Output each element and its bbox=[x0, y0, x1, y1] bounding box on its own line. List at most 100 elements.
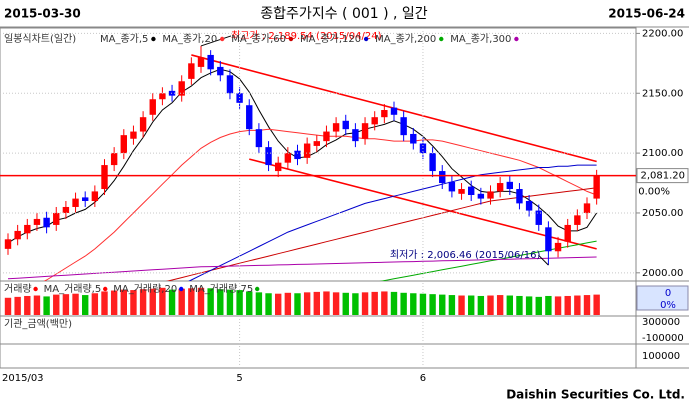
candle-body bbox=[33, 218, 41, 225]
trendline bbox=[249, 158, 597, 250]
candle-body bbox=[468, 186, 475, 196]
volume-bar bbox=[62, 294, 70, 315]
candle-body bbox=[323, 131, 330, 142]
candle-body bbox=[24, 224, 31, 234]
candle-body bbox=[574, 215, 581, 225]
y-tick-label: 2000.00 bbox=[642, 268, 683, 279]
legend-swatch bbox=[288, 36, 294, 42]
ma-line bbox=[7, 256, 597, 280]
candle-body bbox=[53, 212, 60, 225]
candle-body bbox=[236, 93, 243, 103]
volume-bar bbox=[593, 294, 600, 315]
candle-body bbox=[159, 93, 166, 100]
volume-bar bbox=[236, 290, 243, 315]
x-tick-label: 5 bbox=[236, 373, 242, 384]
candle-body bbox=[130, 131, 137, 139]
volume-bar bbox=[381, 291, 388, 315]
candle-body bbox=[91, 191, 99, 201]
volume-bar bbox=[525, 296, 533, 315]
candle-body bbox=[506, 181, 513, 190]
candle-body bbox=[82, 197, 89, 201]
volume-bar bbox=[4, 297, 12, 315]
volume-bar bbox=[149, 288, 156, 315]
candle-body bbox=[294, 150, 301, 160]
volume-axis-pct: 0% bbox=[660, 300, 676, 311]
candle-body bbox=[101, 165, 108, 190]
volume-bar bbox=[458, 295, 465, 315]
start-date: 2015-03-30 bbox=[4, 7, 81, 21]
volume-bar bbox=[477, 295, 485, 315]
legend-label: MA_종가,20 bbox=[162, 33, 217, 45]
volume-bar bbox=[265, 293, 272, 315]
volume-bar bbox=[352, 293, 359, 315]
volume-bar bbox=[448, 295, 456, 315]
chart-label: 일봉식차트(일간) bbox=[4, 33, 76, 45]
candle-body bbox=[516, 189, 523, 204]
legend-swatch bbox=[363, 36, 369, 42]
candle-body bbox=[207, 54, 214, 70]
volume-bar bbox=[72, 293, 79, 315]
candle-body bbox=[448, 181, 456, 192]
annotation-leader bbox=[200, 35, 232, 47]
ma-line bbox=[7, 68, 598, 244]
candle-body bbox=[265, 147, 272, 166]
candle-body bbox=[342, 120, 349, 130]
ma-line bbox=[43, 128, 597, 281]
candle-body bbox=[583, 203, 591, 213]
volume-bar bbox=[410, 293, 417, 315]
candle-body bbox=[168, 90, 176, 96]
volume-bar bbox=[217, 289, 224, 315]
candle-body bbox=[303, 143, 311, 158]
volume-bar bbox=[43, 296, 50, 315]
volume-bar bbox=[82, 295, 89, 315]
volume-legend: 거래량 bbox=[4, 283, 32, 295]
volume-bar bbox=[545, 295, 552, 315]
volume-bar bbox=[246, 291, 253, 315]
candle-body bbox=[226, 75, 234, 94]
candle-body bbox=[43, 217, 50, 228]
candle-body bbox=[410, 133, 417, 144]
legend-label: MA_종가,200 bbox=[375, 33, 436, 45]
volume-bar bbox=[400, 292, 407, 315]
volume-bar bbox=[275, 293, 282, 315]
last-price-change: 0.00% bbox=[638, 187, 670, 198]
candle-body bbox=[149, 99, 156, 115]
volume-bar bbox=[583, 295, 591, 315]
candle-body bbox=[477, 193, 485, 199]
volume-bar bbox=[332, 292, 340, 315]
ma-line bbox=[188, 164, 597, 281]
volume-bar bbox=[564, 295, 571, 315]
candle-body bbox=[593, 175, 600, 199]
volume-legend: MA_거래량,20 bbox=[113, 283, 177, 295]
volume-bar bbox=[226, 289, 234, 315]
volume-bar bbox=[506, 295, 513, 315]
volume-bar bbox=[207, 288, 214, 315]
end-date: 2015-06-24 bbox=[608, 7, 685, 21]
volume-bar bbox=[294, 293, 301, 315]
volume-bar bbox=[371, 291, 378, 315]
institution-tick: 300000 bbox=[642, 317, 680, 328]
volume-axis-box bbox=[636, 285, 689, 311]
legend-swatch bbox=[103, 286, 108, 292]
candle-body bbox=[381, 110, 388, 118]
candle-body bbox=[332, 123, 340, 132]
volume-legend: MA_거래량,5 bbox=[44, 283, 102, 295]
volume-bar bbox=[197, 287, 205, 315]
volume-bar bbox=[342, 292, 349, 315]
volume-bar bbox=[33, 295, 41, 315]
x-tick-label: 6 bbox=[420, 373, 426, 384]
legend-label: MA_종가,300 bbox=[450, 33, 511, 45]
candle-body bbox=[275, 162, 282, 172]
candle-body bbox=[496, 183, 504, 192]
price-panel bbox=[4, 45, 600, 281]
volume-bar bbox=[535, 296, 542, 315]
candle-body bbox=[72, 198, 79, 207]
footer: Daishin Securities Co. Ltd. bbox=[506, 388, 685, 402]
ma-line bbox=[165, 187, 597, 281]
y-tick-label: 2150.00 bbox=[642, 88, 683, 99]
bottom-tick: 100000 bbox=[642, 351, 680, 362]
candle-body bbox=[361, 123, 369, 139]
candle-body bbox=[188, 63, 195, 79]
candle-body bbox=[110, 153, 118, 166]
